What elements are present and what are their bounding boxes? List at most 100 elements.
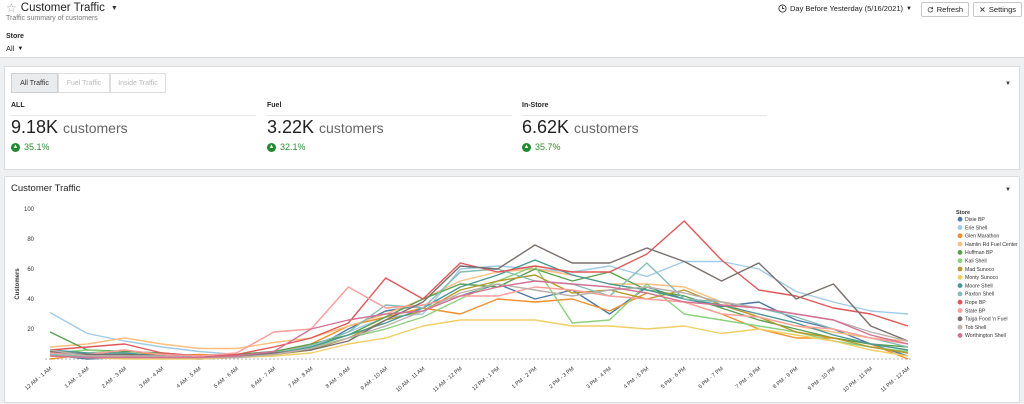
- kpi-value: 9.18K: [11, 117, 59, 137]
- settings-button[interactable]: Settings: [973, 2, 1022, 17]
- series-line: [49, 286, 909, 357]
- kpi-value: 6.62K: [522, 117, 570, 137]
- series-line: [49, 280, 909, 359]
- x-tick-label: 5 AM - 6 AM: [213, 366, 240, 390]
- legend-label: Moore Shell: [965, 283, 993, 289]
- legend-label: Tob Shell: [965, 325, 986, 331]
- legend-marker: [957, 225, 963, 230]
- divider: [267, 115, 512, 116]
- store-filter-dropdown[interactable]: All ▼: [6, 44, 23, 53]
- x-tick-label: 5 PM - 6 PM: [660, 366, 688, 391]
- x-tick-label: 4 PM - 5 PM: [623, 366, 651, 391]
- kpi-unit: customers: [574, 120, 639, 136]
- divider: [11, 115, 256, 116]
- legend-label: Dixie BP: [965, 217, 985, 223]
- legend-title: Store: [956, 210, 970, 216]
- summary-card-menu-icon[interactable]: ▼: [1005, 81, 1011, 87]
- x-tick-label: 9 PM - 10 PM: [807, 366, 837, 392]
- legend-label: Kali Shell: [965, 259, 987, 265]
- legend-label: Hamlin Rd Fuel Center: [965, 242, 1018, 248]
- store-filter-label: Store: [6, 33, 24, 40]
- x-tick-label: 6 PM - 7 PM: [697, 366, 725, 391]
- date-range-selector[interactable]: Day Before Yesterday (5/16/2021) ▼: [778, 4, 912, 13]
- settings-label: Settings: [988, 5, 1016, 14]
- legend-marker: [957, 266, 963, 272]
- x-tick-label: 3 PM - 4 PM: [586, 366, 614, 391]
- legend-label: State BP: [965, 308, 986, 314]
- arrow-up-icon: ▲: [11, 142, 20, 152]
- legend-label: Paxton Shell: [965, 292, 994, 298]
- legend-label: Taiga Food 'n Fuel: [965, 317, 1008, 323]
- chevron-down-icon: ▼: [906, 5, 912, 12]
- legend-label: Huffman BP: [965, 250, 993, 256]
- series-line: [49, 259, 909, 357]
- refresh-icon: [927, 6, 934, 13]
- summary-card: All Traffic Fuel Traffic Inside Traffic …: [4, 66, 1020, 170]
- x-tick-label: 4 AM - 5 AM: [176, 366, 203, 390]
- kpi-value: 3.22K: [267, 117, 315, 137]
- kpi-label: ALL: [11, 102, 25, 109]
- kpi-fuel: Fuel 3.22K customers ▲ 32.1%: [267, 102, 384, 152]
- legend-marker: [957, 283, 963, 288]
- date-range-label: Day Before Yesterday (5/16/2021): [790, 4, 903, 13]
- x-tick-label: 9 AM - 10 AM: [360, 366, 389, 392]
- arrow-up-icon: ▲: [267, 142, 276, 152]
- divider: [522, 115, 767, 116]
- chart-card: Customer Traffic ▼ 20 40 60 80 100 Customers 1…: [4, 176, 1020, 403]
- kpi-change: ▲ 35.7%: [522, 142, 639, 152]
- store-filter-value: All: [6, 44, 15, 53]
- line-chart: 20 40 60 80 100 Customers 12 AM - 1 AM 1 AM - 2…: [15, 207, 1018, 394]
- legend-marker: [957, 316, 963, 322]
- kpi-change-value: 32.1%: [280, 142, 306, 152]
- kpi-label: In-Store: [522, 102, 549, 109]
- legend-marker: [957, 216, 963, 222]
- kpi-unit: customers: [319, 120, 384, 136]
- chevron-down-icon: ▼: [17, 45, 24, 52]
- tab-all-traffic[interactable]: All Traffic: [11, 73, 58, 93]
- chart-title: Customer Traffic: [11, 183, 81, 194]
- x-tick-label: 11 AM - 12 PM: [432, 366, 464, 394]
- legend-label: Rope BP: [965, 300, 986, 306]
- top-bar: ☆ Customer Traffic ▼ Traffic summary of …: [0, 0, 1024, 58]
- y-tick-label: 80: [27, 237, 34, 243]
- kpi-all: ALL 9.18K customers ▲ 35.1%: [11, 102, 128, 152]
- tab-fuel-traffic[interactable]: Fuel Traffic: [58, 73, 110, 93]
- x-tick-label: 2 AM - 3 AM: [101, 366, 128, 390]
- y-tick-label: 60: [27, 267, 34, 273]
- kpi-change: ▲ 35.1%: [11, 142, 128, 152]
- x-tick-label: 8 AM - 9 AM: [325, 366, 352, 390]
- refresh-button[interactable]: Refresh: [921, 2, 969, 17]
- chart-card-menu-icon[interactable]: ▼: [1005, 187, 1011, 193]
- x-tick-label: 6 AM - 7 AM: [250, 366, 277, 390]
- legend-label: Monty Sunoco: [965, 275, 998, 281]
- favorite-star-icon[interactable]: ☆: [6, 1, 17, 15]
- x-tick-label: 1 AM - 2 AM: [64, 366, 91, 390]
- x-tick-label: 10 AM - 11 AM: [395, 366, 426, 394]
- x-tick-label: 7 PM - 8 PM: [735, 366, 763, 391]
- x-tick-label: 12 PM - 1 PM: [471, 366, 501, 392]
- arrow-up-icon: ▲: [522, 142, 531, 152]
- y-tick-label: 100: [24, 207, 35, 213]
- legend-label: Worthington Shell: [965, 333, 1006, 339]
- kpi-change-value: 35.7%: [535, 142, 561, 152]
- tab-inside-traffic[interactable]: Inside Traffic: [110, 73, 166, 93]
- y-axis-label: Customers: [15, 268, 21, 300]
- legend-label: Glen Marathon: [965, 234, 999, 240]
- legend-marker: [957, 324, 963, 330]
- x-tick-label: 7 AM - 8 AM: [288, 366, 315, 390]
- refresh-label: Refresh: [936, 5, 963, 14]
- page-subtitle: Traffic summary of customers: [6, 15, 98, 22]
- series-line: [49, 274, 909, 359]
- legend-marker: [957, 299, 963, 305]
- y-tick-label: 20: [27, 327, 34, 333]
- title-chevron-down-icon[interactable]: ▼: [110, 4, 118, 12]
- x-tick-label: 2 PM - 3 PM: [548, 366, 576, 391]
- kpi-change-value: 35.1%: [24, 142, 50, 152]
- x-tick-label: 8 PM - 9 PM: [772, 366, 800, 391]
- kpi-change: ▲ 32.1%: [267, 142, 384, 152]
- series-line: [49, 244, 909, 359]
- x-tick-label: 3 AM - 4 AM: [138, 366, 165, 390]
- x-tick-label: 12 AM - 1 AM: [24, 366, 53, 392]
- x-tick-label: 10 PM - 11 PM: [842, 366, 874, 394]
- y-tick-label: 40: [27, 297, 34, 303]
